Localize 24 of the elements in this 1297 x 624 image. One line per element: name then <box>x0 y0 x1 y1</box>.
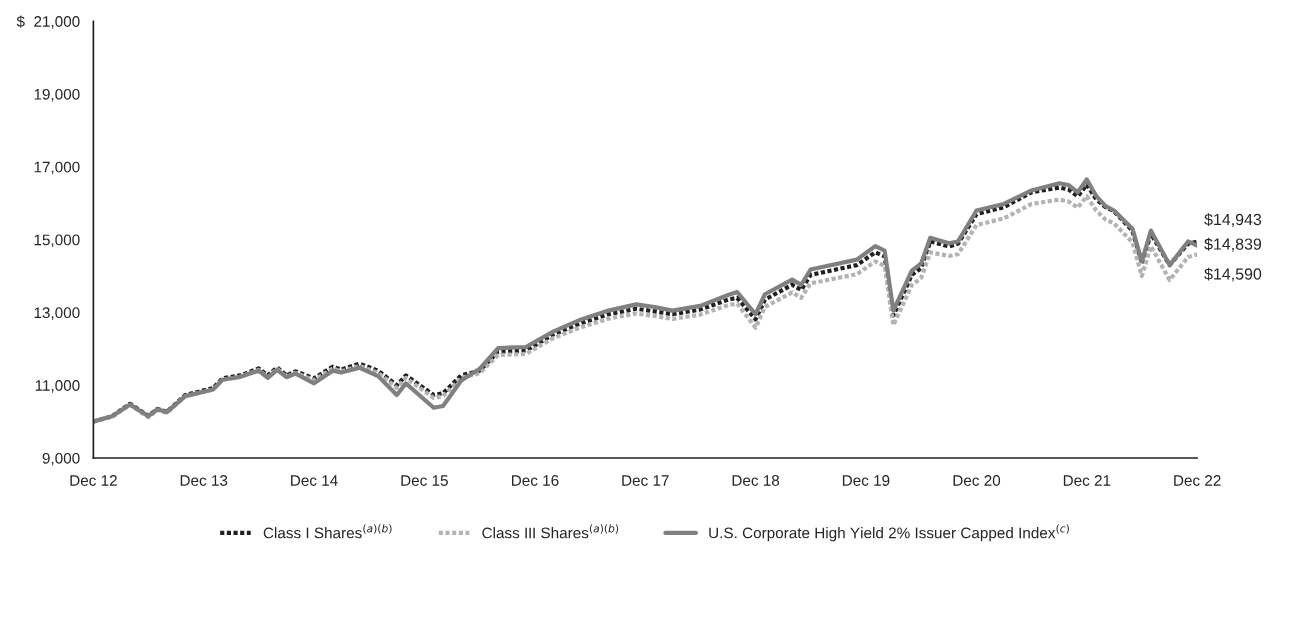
legend-label: Class III Shares$^{(a)(b)}$ <box>482 524 619 539</box>
x-tick-label: Dec 19 <box>842 475 890 486</box>
annotation: $14,943 <box>1204 213 1262 228</box>
x-tick-label: Dec 20 <box>953 475 1001 486</box>
x-tick-label: Dec 16 <box>511 475 559 486</box>
x-tick-label: Dec 22 <box>1174 475 1221 486</box>
x-tick-label: Dec 12 <box>70 475 117 486</box>
y-tick-label: 19,000 <box>34 88 80 102</box>
y-tick-label: 9,000 <box>42 452 80 466</box>
x-tick-label: Dec 17 <box>622 475 669 486</box>
y-tick-label: 15,000 <box>34 234 80 248</box>
legend-label: U.S. Corporate High Yield 2% Issuer Capped Index$^{(c)}$ <box>709 524 1069 542</box>
y-tick-label: 13,000 <box>34 307 80 320</box>
y-tick-label: 17,000 <box>34 161 80 175</box>
y-tick-label: $ 21,000 <box>16 15 80 29</box>
x-tick-label: Dec 21 <box>1063 475 1111 486</box>
legend-label: Class I Shares$^{(a)(b)}$ <box>263 524 392 539</box>
annotation: $14,839 <box>1204 237 1262 252</box>
y-tick-label: 11,000 <box>35 380 80 393</box>
x-tick-label: Dec 15 <box>401 475 448 486</box>
x-tick-label: Dec 14 <box>291 475 338 486</box>
annotation: $14,590 <box>1204 267 1262 282</box>
x-tick-label: Dec 13 <box>180 475 228 486</box>
x-tick-label: Dec 18 <box>732 475 780 486</box>
